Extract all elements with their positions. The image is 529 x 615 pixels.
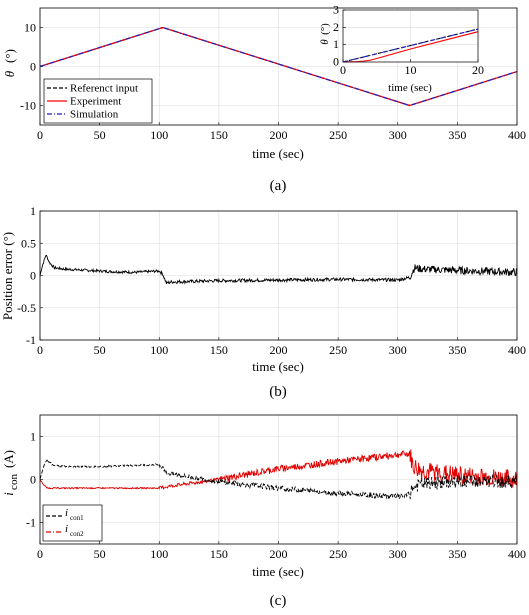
tick-label-x: 200 [270, 343, 288, 357]
legend-a-reference: Referenct input [70, 83, 138, 95]
tick-label-x: 10 [405, 63, 417, 77]
tick-label-y: 0 [30, 60, 36, 74]
panel-label-c: (c) [270, 593, 287, 609]
axes-box-c [39, 414, 518, 545]
ylabel-c-main: i [1, 492, 16, 496]
legend-c-icon1-main: i [65, 507, 68, 519]
xlabel-c: time (sec) [252, 564, 304, 579]
panel-c: 0 50 100 150 200 250 300 350 400-101 time (sec) … [1, 414, 526, 609]
inset-ylabel-symbol: θ [319, 39, 331, 45]
legend-a-experiment: Experiment [70, 96, 121, 108]
inset-box [342, 9, 479, 63]
tick-label-x: 250 [329, 547, 347, 561]
tick-label-x: 150 [210, 547, 228, 561]
tick-label-y: 3 [333, 3, 339, 17]
legend-c-icon2-sub: con2 [70, 530, 84, 538]
tick-label-x: 350 [448, 343, 466, 357]
tick-label-y: 0 [30, 473, 36, 487]
tick-label-x: 200 [270, 128, 288, 142]
tick-label-x: 400 [508, 547, 526, 561]
tick-label-x: 150 [210, 343, 228, 357]
xlabel-b: time (sec) [252, 359, 304, 374]
tick-label-x: 100 [150, 547, 168, 561]
legend-a: Referenct input Experiment Simulation [43, 78, 153, 124]
panel-label-a: (a) [270, 178, 287, 194]
series-line-simulation [39, 26, 518, 107]
tick-label-x: 300 [389, 128, 407, 142]
ylabel-b: Position error (°) [0, 232, 15, 320]
legend-c-icon2-main: i [65, 523, 68, 535]
ylabel-c-sub: con [8, 474, 20, 490]
ticks-b: 0 50 100 150 200 250 300 350 400 -1 -0.5 0 0.5 1 [17, 204, 526, 357]
tick-label-y: 0 [30, 269, 36, 283]
axes-box-b [39, 210, 518, 341]
tick-label-x: 0 [340, 63, 346, 77]
tick-label-y: -1 [26, 333, 36, 347]
ylabel-c: i con (A) [1, 450, 20, 496]
tick-label-x: 20 [472, 63, 484, 77]
ticks-c: 0 50 100 150 200 250 300 350 400 -1 0 1 [26, 430, 526, 561]
tick-label-x: 50 [94, 547, 106, 561]
tick-label-x: 250 [329, 343, 347, 357]
tick-label-y: -0.5 [17, 301, 36, 315]
ylabel-c-unit: (A) [1, 450, 16, 468]
xlabel-a: time (sec) [252, 146, 304, 161]
legend-a-simulation: Simulation [70, 109, 119, 121]
tick-label-y: 10 [24, 21, 36, 35]
tick-label-x: 250 [329, 128, 347, 142]
tick-label-x: 50 [94, 343, 106, 357]
tick-label-x: 100 [150, 128, 168, 142]
tick-label-x: 50 [94, 128, 106, 142]
tick-label-x: 300 [389, 343, 407, 357]
tick-label-x: 350 [448, 547, 466, 561]
tick-label-x: 0 [37, 547, 43, 561]
tick-label-x: 300 [389, 547, 407, 561]
tick-label-x: 350 [448, 128, 466, 142]
inset-xlabel: time (sec) [388, 82, 432, 94]
tick-label-x: 150 [210, 128, 228, 142]
tick-label-x: 400 [508, 343, 526, 357]
tick-label-x: 0 [37, 343, 43, 357]
tick-label-y: 2 [333, 20, 339, 34]
series-line-icon2 [39, 449, 518, 491]
tick-label-x: 100 [150, 343, 168, 357]
legend-c-icon1-sub: con1 [70, 514, 84, 522]
inset-ylabel-unit: (°) [319, 23, 331, 35]
tick-label-x: 400 [508, 128, 526, 142]
tick-label-x: 0 [37, 128, 43, 142]
inset-line-simulation [342, 28, 479, 63]
series-b [39, 254, 518, 285]
series-line-icon1 [39, 459, 518, 500]
series-c [39, 449, 518, 500]
series-a [39, 26, 518, 107]
tick-label-y: 1 [333, 37, 339, 51]
tick-label-y: -10 [20, 99, 36, 113]
ylabel-a: θ (°) [2, 49, 17, 77]
grid-a [39, 8, 518, 125]
ylabel-a-unit: (°) [2, 49, 17, 63]
tick-label-y: 1 [30, 430, 36, 444]
panel-label-b: (b) [269, 384, 287, 400]
tick-label-y: 0 [333, 55, 339, 69]
tick-label-y: -1 [26, 516, 36, 530]
panel-b: 0 50 100 150 200 250 300 350 400 -1 -0.5 0 0.5 1 time… [0, 204, 526, 400]
tick-label-y: 0.5 [21, 236, 36, 250]
inset-line-reference [342, 28, 479, 63]
legend-c-box [42, 504, 103, 542]
ylabel-a-symbol: θ [2, 70, 17, 77]
axes-box-a [39, 7, 518, 126]
inset-ylabel: θ (°) [319, 23, 331, 45]
tick-label-y: 1 [30, 204, 36, 218]
series-line-position-error [39, 254, 518, 285]
legend-c: i con1 i con2 [42, 504, 103, 542]
tick-label-x: 200 [270, 547, 288, 561]
